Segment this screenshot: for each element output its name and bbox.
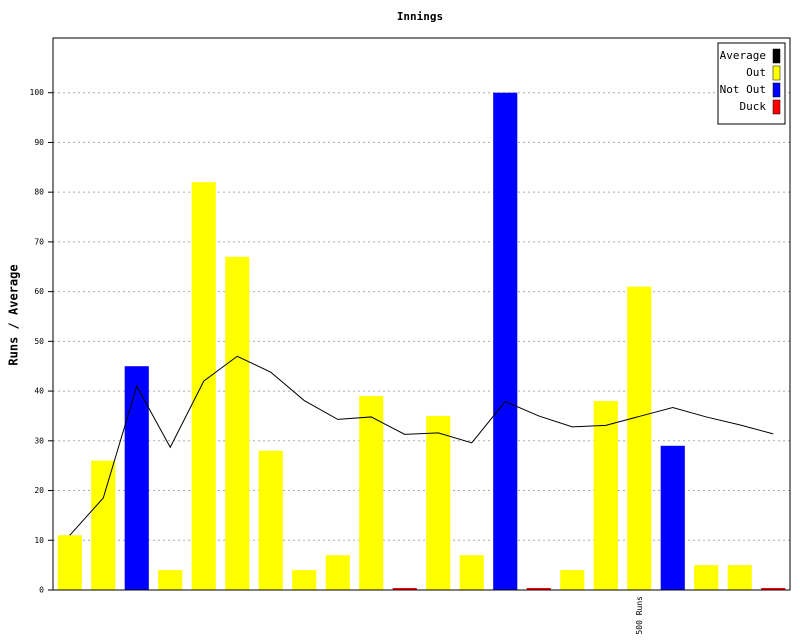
legend-label: Average [720, 49, 766, 62]
bar [57, 535, 82, 590]
average-line [69, 355, 774, 536]
legend-label: Not Out [720, 83, 766, 96]
y-tick-label: 10 [34, 536, 44, 545]
plot-frame [52, 37, 791, 591]
bar [761, 588, 786, 590]
legend-swatch [772, 48, 781, 64]
bar [694, 565, 719, 590]
bar [560, 570, 585, 590]
bar [593, 401, 618, 590]
bar [292, 570, 317, 590]
bar [660, 445, 685, 590]
legend-swatch [772, 65, 781, 81]
bar [392, 588, 417, 590]
y-tick-label: 90 [34, 138, 44, 147]
x-tick-label: 500 Runs [635, 596, 644, 635]
y-tick-label: 60 [34, 287, 44, 296]
bar [526, 588, 551, 590]
bar [359, 396, 384, 590]
bar [325, 555, 350, 590]
bar [91, 460, 116, 590]
bar [158, 570, 183, 590]
bar [727, 565, 752, 590]
legend-label: Duck [740, 100, 767, 113]
bar [627, 286, 652, 590]
y-tick-label: 100 [30, 88, 45, 97]
y-tick-label: 20 [34, 486, 44, 495]
y-tick-label: 70 [34, 237, 44, 246]
bar [225, 256, 250, 590]
y-axis-label: Runs / Average [7, 264, 21, 365]
chart-title: Innings [397, 10, 443, 23]
bar [459, 555, 484, 590]
y-tick-label: 30 [34, 436, 44, 445]
bar [426, 415, 451, 590]
y-tick-label: 40 [34, 387, 44, 396]
bar [124, 366, 149, 590]
bar [191, 182, 216, 590]
y-tick-label: 80 [34, 188, 44, 197]
bar [258, 450, 283, 590]
y-tick-label: 50 [34, 337, 44, 346]
legend-label: Out [746, 66, 766, 79]
y-tick-label: 0 [39, 586, 44, 595]
legend-swatch [772, 99, 781, 115]
legend-swatch [772, 82, 781, 98]
bar [493, 92, 518, 591]
